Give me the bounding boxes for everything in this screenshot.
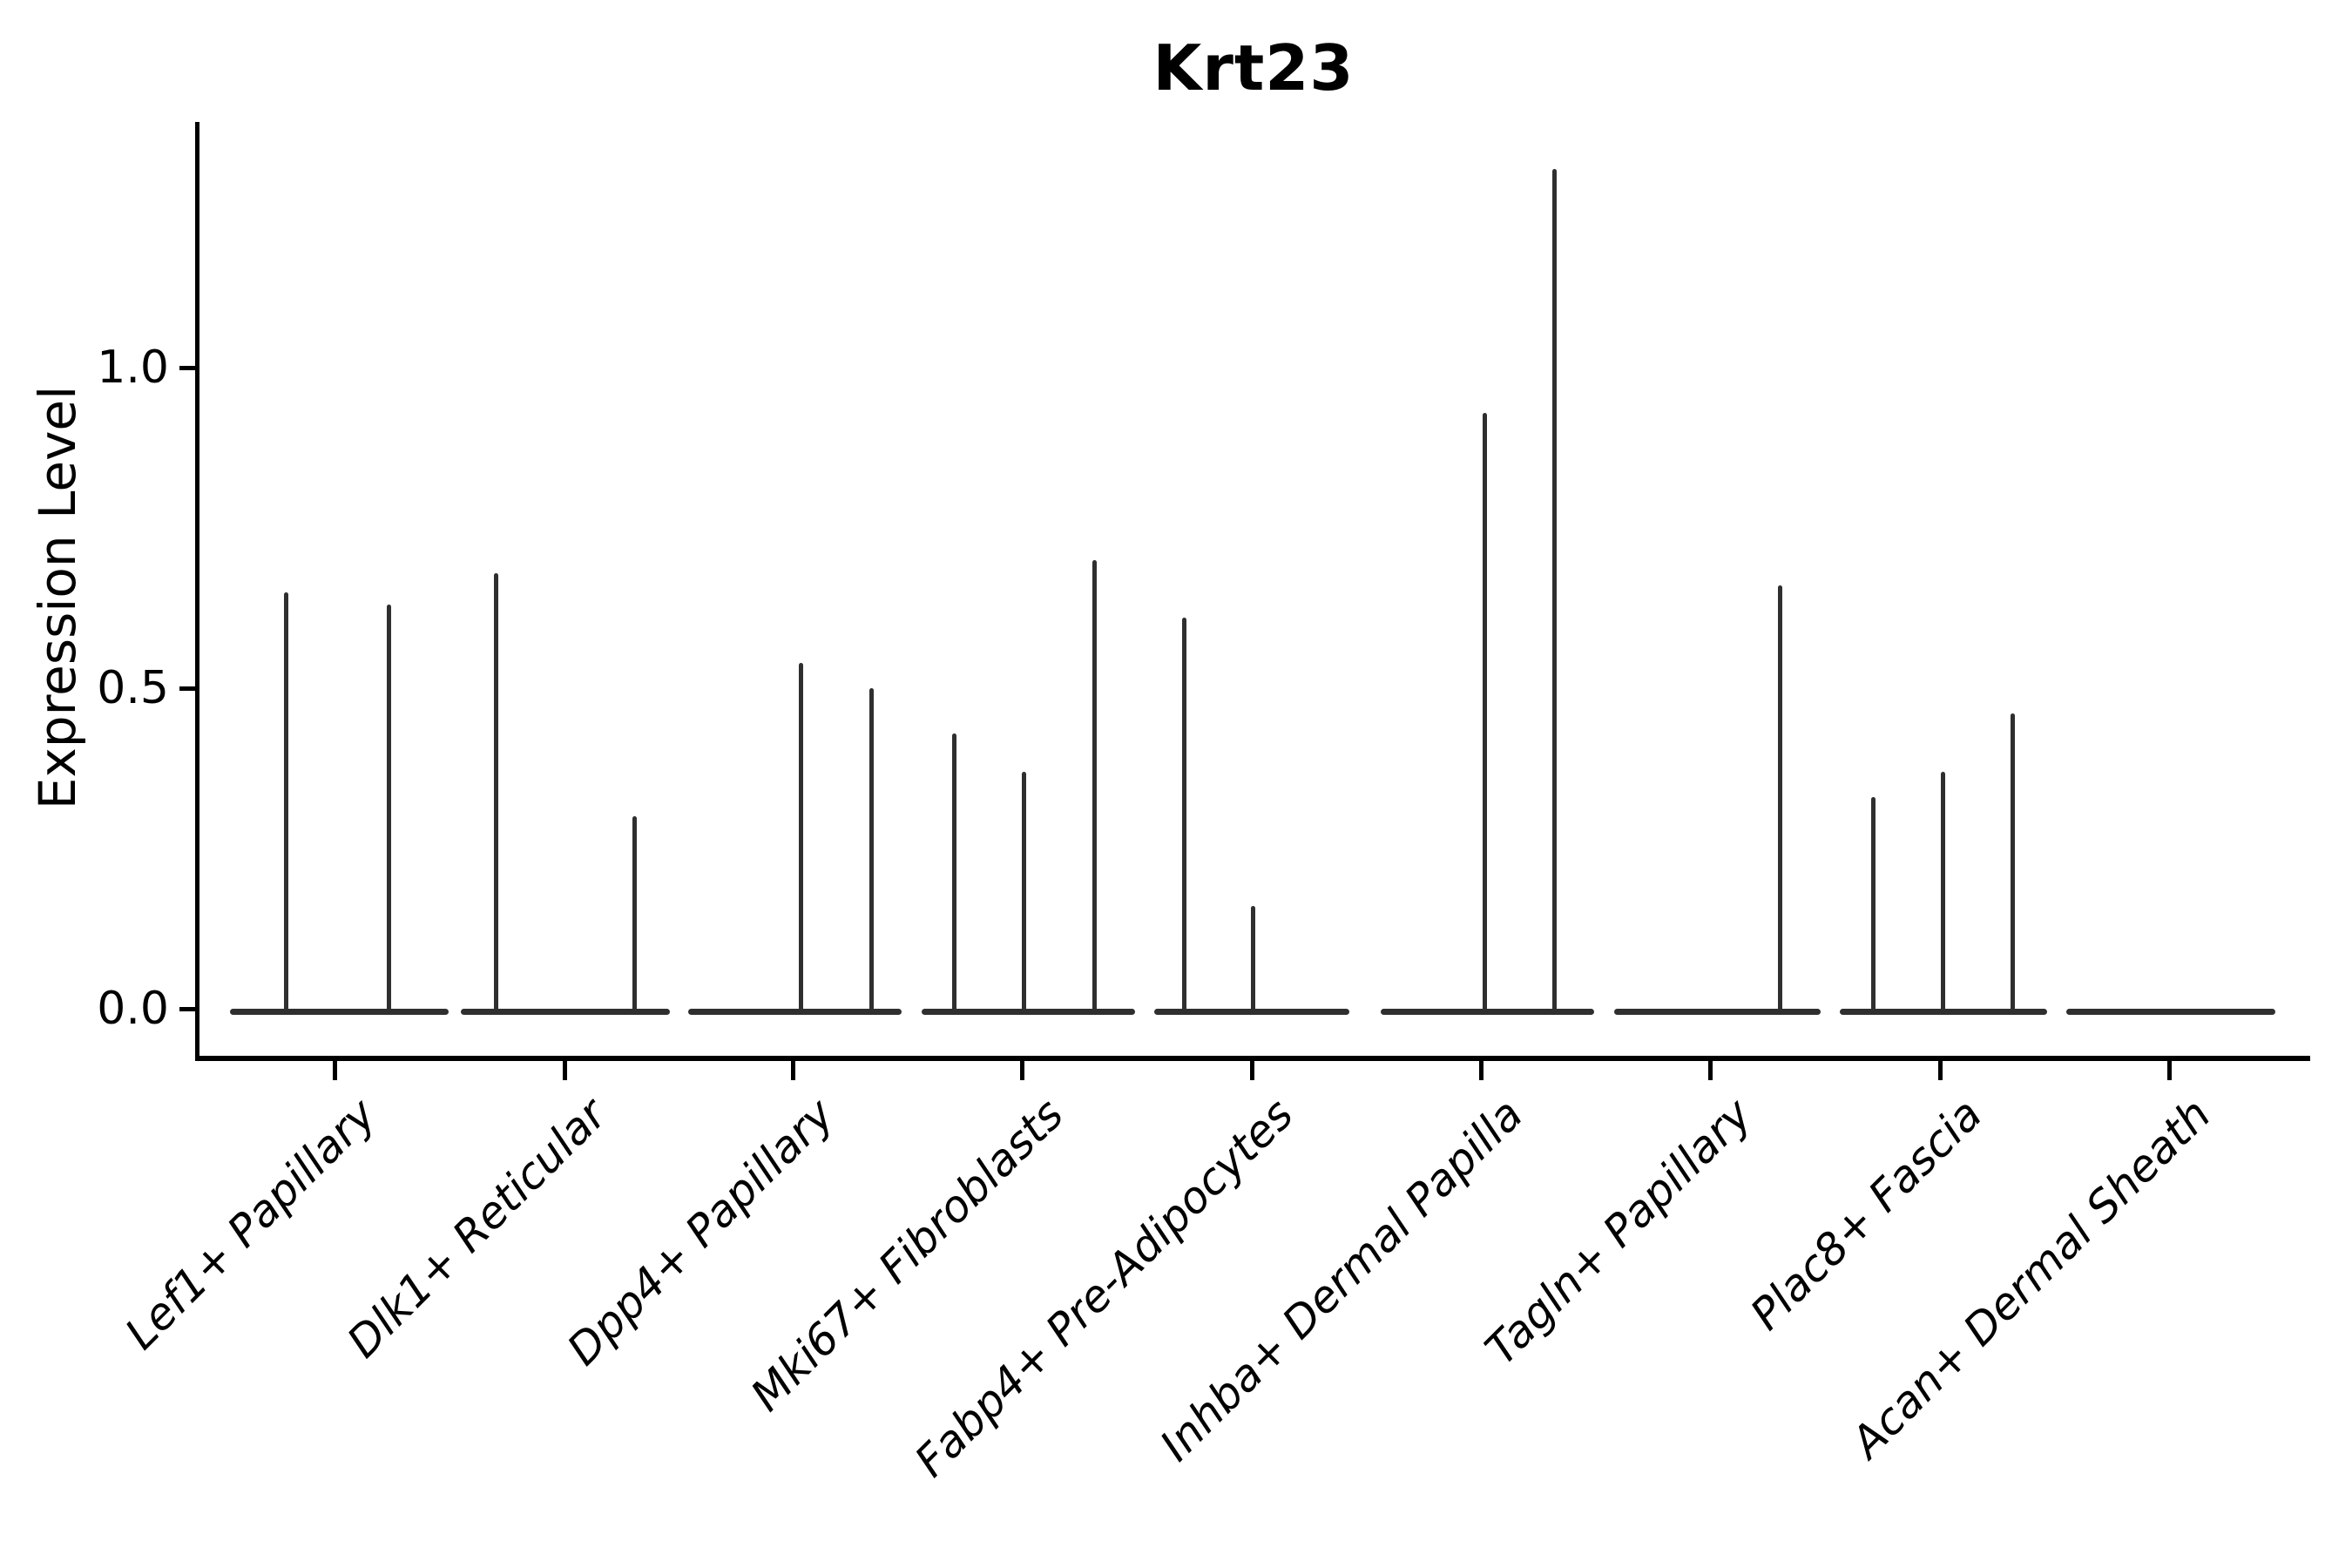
x-tick (1479, 1061, 1484, 1080)
y-tick-label: 0.5 (97, 662, 169, 714)
violin-spike (869, 688, 874, 1014)
x-tick (2167, 1061, 2172, 1080)
violin-spike (1092, 559, 1097, 1014)
y-tick-label: 1.0 (97, 341, 169, 394)
x-tick-label-text: Inhba+ Dermal Papilla (1150, 1089, 1533, 1471)
violin-spike (1251, 906, 1255, 1014)
x-tick-label-text: Plac8+ Fascia (1740, 1089, 1992, 1340)
violin-spike (952, 733, 956, 1014)
x-tick-label-text: Lef1+ Papillary (115, 1089, 387, 1360)
violin-baseline (922, 1009, 1135, 1015)
x-tick (563, 1061, 567, 1080)
x-tick (1020, 1061, 1024, 1080)
violin-spike (799, 662, 803, 1014)
violin-baseline (461, 1009, 670, 1015)
violin-spike (1022, 771, 1026, 1014)
y-tick (179, 1007, 195, 1011)
y-axis-spine (195, 122, 199, 1061)
violin-baseline (1381, 1009, 1594, 1015)
violin-baseline (1614, 1009, 1821, 1015)
violin-spike (1941, 771, 1945, 1014)
chart-title: Krt23 (1152, 31, 1355, 105)
violin-spike (387, 605, 391, 1014)
y-tick (179, 366, 195, 370)
x-tick-label-text: Fabp4+ Pre-Adipocytes (905, 1089, 1304, 1487)
x-tick (1708, 1061, 1713, 1080)
violin-spike (1778, 585, 1782, 1014)
violin-baseline (230, 1009, 449, 1015)
violin-spike (1483, 412, 1487, 1014)
x-tick (1250, 1061, 1254, 1080)
violin-spike (1182, 618, 1186, 1014)
violin-spike (2011, 713, 2015, 1014)
violin-spike (1552, 168, 1557, 1014)
y-tick (179, 686, 195, 691)
x-tick (1938, 1061, 1943, 1080)
x-tick (791, 1061, 795, 1080)
x-tick (333, 1061, 337, 1080)
violin-baseline (2066, 1009, 2275, 1015)
violin-spike (284, 591, 288, 1014)
violin-spike (632, 816, 637, 1014)
violin-baseline (688, 1009, 902, 1015)
y-tick-label: 0.0 (97, 983, 169, 1035)
x-axis-spine (195, 1056, 2310, 1061)
y-axis-label: Expression Level (28, 385, 87, 810)
violin-spike (494, 572, 498, 1014)
violin-spike (1871, 797, 1876, 1014)
